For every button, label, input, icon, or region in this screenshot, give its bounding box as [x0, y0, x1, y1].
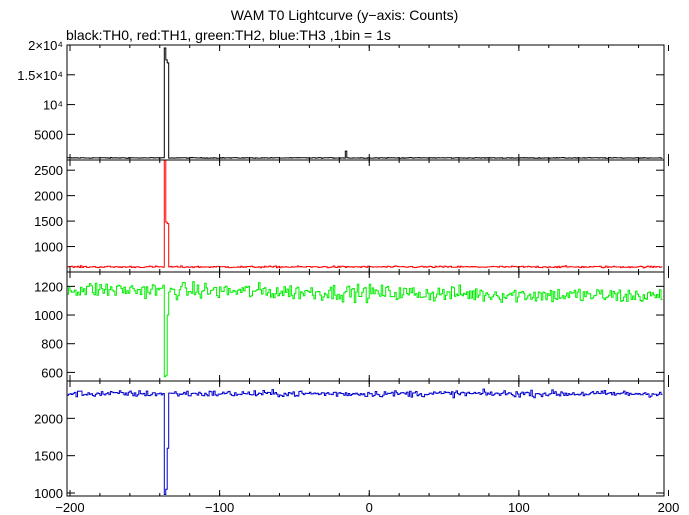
- y-tick-label: 1000: [34, 308, 63, 323]
- y-tick-label: 2500: [34, 163, 63, 178]
- y-tick-label: 10⁴: [43, 98, 63, 113]
- series-line-th1: [67, 159, 663, 269]
- x-tick-label: 0: [366, 500, 373, 515]
- y-tick-label: 1000: [34, 486, 63, 501]
- y-tick-label: 1200: [34, 279, 63, 294]
- chart-title: WAM T0 Lightcurve (y−axis: Counts): [230, 7, 459, 23]
- x-tick-label: −100: [205, 500, 234, 515]
- x-tick-label: 100: [508, 500, 530, 515]
- y-tick-label: 2000: [34, 411, 63, 426]
- panel-frame-th0: [66, 44, 665, 161]
- x-tick-label: 200: [658, 500, 680, 515]
- series-line-th0: [67, 47, 663, 159]
- y-tick-label: 800: [41, 337, 63, 352]
- panel-frame-th3: [66, 380, 665, 497]
- series-line-th2: [67, 281, 663, 378]
- y-tick-label: 1000: [34, 240, 63, 255]
- y-tick-label: 1500: [34, 214, 63, 229]
- y-tick-label: 1500: [34, 449, 63, 464]
- y-tick-label: 600: [41, 365, 63, 380]
- series-line-th3: [67, 388, 663, 495]
- x-tick-label: −200: [55, 500, 84, 515]
- chart-subtitle: black:TH0, red:TH1, green:TH2, blue:TH3 …: [66, 27, 391, 43]
- y-tick-label: 1.5×10⁴: [17, 68, 63, 83]
- y-tick-label: 2×10⁴: [28, 38, 63, 53]
- y-tick-label: 2000: [34, 189, 63, 204]
- panel-frame-th1: [66, 159, 665, 273]
- y-tick-label: 5000: [34, 127, 63, 142]
